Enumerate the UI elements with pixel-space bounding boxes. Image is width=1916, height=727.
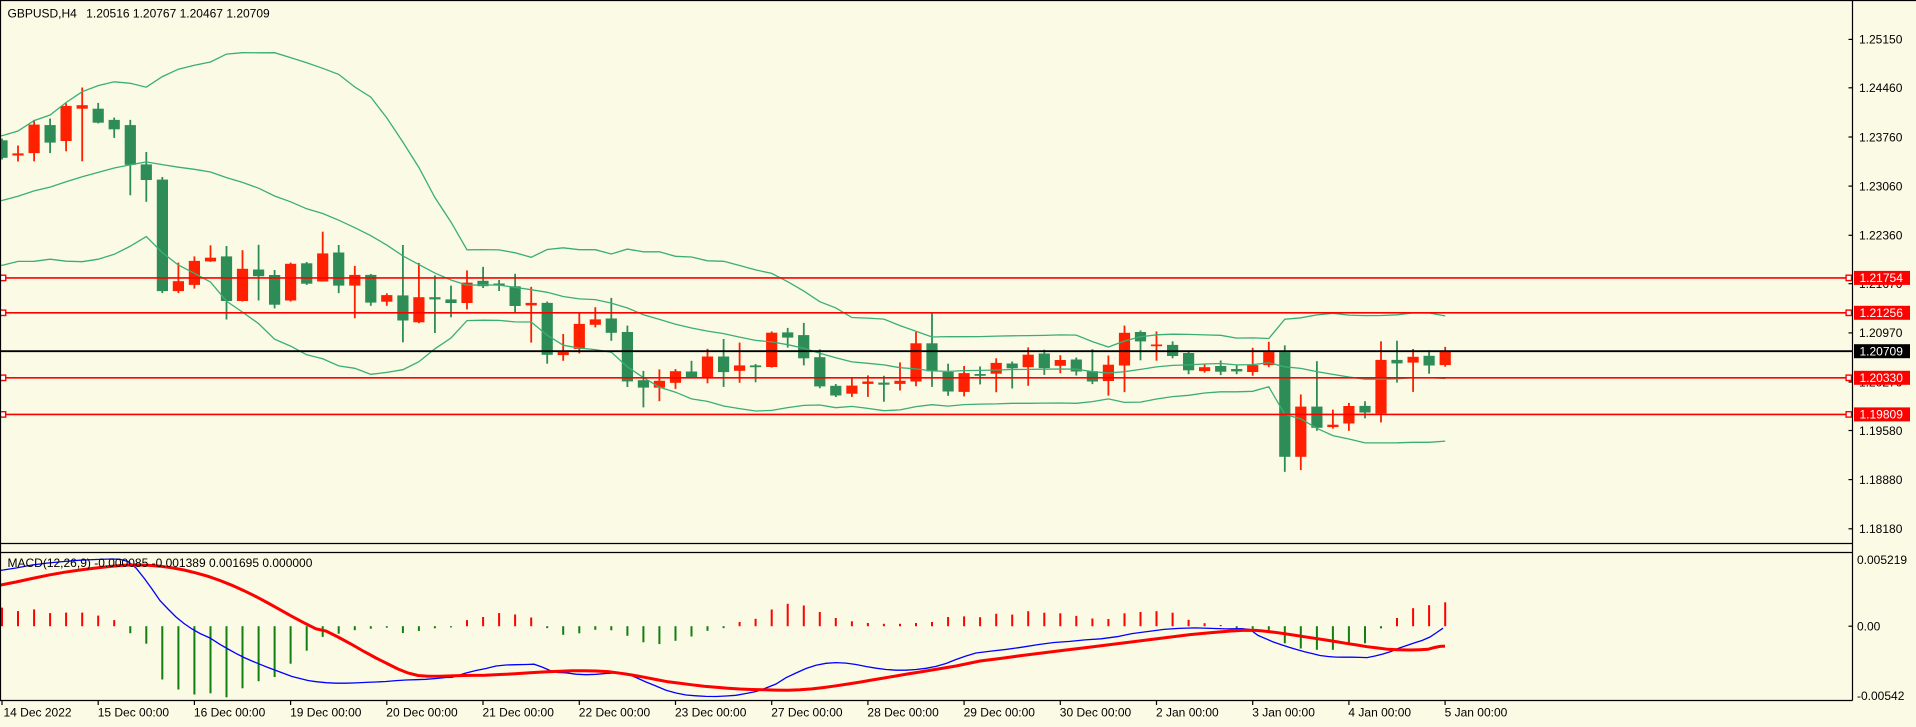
svg-text:MACD(12,26,9) -0.000085 -0.001: MACD(12,26,9) -0.000085 -0.001389 0.0016… [8,556,313,570]
svg-text:23 Dec 00:00: 23 Dec 00:00 [675,706,747,720]
svg-text:27 Dec 00:00: 27 Dec 00:00 [771,706,843,720]
svg-text:1.18880: 1.18880 [1859,473,1903,487]
svg-text:1.20330: 1.20330 [1860,371,1904,385]
svg-text:20 Dec 00:00: 20 Dec 00:00 [386,706,458,720]
svg-text:1.18180: 1.18180 [1859,522,1903,536]
svg-text:1.24460: 1.24460 [1859,81,1903,95]
svg-text:1.23060: 1.23060 [1859,179,1903,193]
svg-text:1.20970: 1.20970 [1859,326,1903,340]
svg-text:GBPUSD,H4 1.20516 1.20767 1.2: GBPUSD,H4 1.20516 1.20767 1.20467 1.2070… [8,7,271,21]
svg-text:3 Jan 00:00: 3 Jan 00:00 [1252,706,1315,720]
svg-text:15 Dec 00:00: 15 Dec 00:00 [98,706,170,720]
svg-text:1.21256: 1.21256 [1860,306,1904,320]
svg-text:1.21754: 1.21754 [1860,271,1904,285]
svg-text:0.005219: 0.005219 [1857,553,1907,567]
svg-text:5 Jan 00:00: 5 Jan 00:00 [1445,706,1508,720]
svg-text:2 Jan 00:00: 2 Jan 00:00 [1156,706,1219,720]
svg-text:1.25150: 1.25150 [1859,33,1903,47]
svg-text:1.19580: 1.19580 [1859,424,1903,438]
svg-text:28 Dec 00:00: 28 Dec 00:00 [867,706,939,720]
svg-text:29 Dec 00:00: 29 Dec 00:00 [964,706,1036,720]
svg-text:19 Dec 00:00: 19 Dec 00:00 [290,706,362,720]
svg-text:-0.00542: -0.00542 [1857,689,1905,703]
svg-text:30 Dec 00:00: 30 Dec 00:00 [1060,706,1132,720]
svg-text:16 Dec 00:00: 16 Dec 00:00 [194,706,266,720]
svg-text:0.00: 0.00 [1857,620,1881,634]
svg-text:22 Dec 00:00: 22 Dec 00:00 [579,706,651,720]
svg-text:4 Jan 00:00: 4 Jan 00:00 [1348,706,1411,720]
svg-text:21 Dec 00:00: 21 Dec 00:00 [483,706,555,720]
svg-text:1.19809: 1.19809 [1860,408,1904,422]
svg-text:1.20709: 1.20709 [1860,345,1904,359]
svg-text:1.22360: 1.22360 [1859,229,1903,243]
svg-text:1.23760: 1.23760 [1859,130,1903,144]
svg-text:14 Dec 2022: 14 Dec 2022 [4,706,72,720]
